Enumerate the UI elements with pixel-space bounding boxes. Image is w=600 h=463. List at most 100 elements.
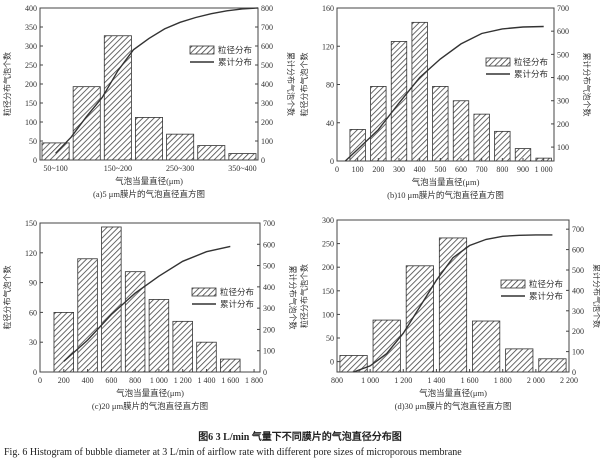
- y-axis-label: 粒径分布气泡个数: [299, 264, 309, 328]
- bar: [390, 41, 408, 162]
- bar: [196, 341, 217, 373]
- x-tick-label: 1 600: [221, 376, 239, 385]
- x-axis-label: 气泡当量直径(μm): [412, 177, 480, 187]
- y-right-tick-label: 0: [263, 368, 267, 377]
- bar: [172, 320, 193, 373]
- y-tick-label: 200: [25, 80, 37, 89]
- bar: [148, 299, 170, 373]
- y-tick-label: 160: [322, 4, 334, 13]
- x-tick-label: 350~400: [228, 164, 256, 173]
- chart-panel-d: 0 50 100 150 200 250 300 0 100 200 300 400 500 600 700…: [299, 216, 600, 411]
- x-axis-label: 气泡当量直径(μm): [115, 176, 183, 186]
- bar: [505, 348, 534, 373]
- figure: 0501001502002503003504000100200300400500…: [2, 4, 600, 411]
- y-tick-label: 0: [330, 157, 334, 166]
- y-right-tick-label: 200: [263, 325, 275, 334]
- x-tick-label: 800: [496, 165, 508, 174]
- x-tick-label: 100: [352, 165, 364, 174]
- y-right-tick-label: 200: [261, 118, 273, 127]
- y-right-tick-label: 0: [572, 368, 576, 377]
- legend-hatch-swatch: [500, 279, 526, 289]
- x-tick-label: 2 000: [527, 376, 545, 385]
- x-tick-label: 1 800: [494, 376, 512, 385]
- y-tick-label: 200: [322, 263, 334, 272]
- y-right-axis-label: 累计分布气泡个数: [286, 52, 296, 116]
- x-tick-label: 1 200: [394, 376, 412, 385]
- x-tick-label: 250~300: [166, 164, 194, 173]
- y-tick-label: 150: [322, 287, 334, 296]
- plot-frame: [336, 219, 570, 373]
- bar: [452, 100, 470, 162]
- bar: [77, 258, 98, 373]
- y-right-tick-label: 700: [263, 219, 275, 228]
- x-tick-label: 2 200: [560, 376, 578, 385]
- x-tick-label: 0: [335, 165, 339, 174]
- bar: [411, 21, 428, 162]
- bar: [438, 237, 468, 373]
- bar: [372, 319, 401, 373]
- y-tick-label: 30: [29, 338, 37, 347]
- legend-hatch-swatch: [485, 57, 511, 67]
- legend-label-cumulative: 累计分布: [220, 299, 254, 309]
- y-tick-label: 400: [25, 4, 37, 13]
- y-axis-label: 粒径分布气泡个数: [2, 266, 12, 330]
- y-right-axis-label: 累计分布气泡个数: [288, 266, 298, 330]
- y-tick-label: 100: [25, 118, 37, 127]
- y-tick-label: 40: [326, 119, 334, 128]
- y-tick-label: 0: [33, 368, 37, 377]
- x-tick-label: 50~100: [43, 164, 67, 173]
- y-tick-label: 0: [33, 156, 37, 165]
- bar: [166, 133, 195, 161]
- x-tick-label: 1 800: [245, 376, 263, 385]
- legend-label-histogram: 粒径分布: [514, 57, 548, 67]
- x-tick-label: 1 600: [461, 376, 479, 385]
- legend-label-cumulative: 累计分布: [218, 57, 252, 67]
- y-right-tick-label: 700: [557, 4, 569, 13]
- legend-label-cumulative: 累计分布: [529, 291, 563, 301]
- y-tick-label: 50: [326, 334, 334, 343]
- bar: [41, 142, 70, 161]
- legend-hatch-swatch: [191, 287, 217, 297]
- y-right-tick-label: 500: [572, 266, 584, 275]
- y-tick-label: 60: [29, 308, 37, 317]
- bar: [432, 86, 449, 162]
- legend-label-histogram: 粒径分布: [220, 287, 254, 297]
- x-tick-label: 800: [331, 376, 343, 385]
- y-tick-label: 350: [25, 23, 37, 32]
- y-right-tick-label: 500: [263, 262, 275, 271]
- legend-label-histogram: 粒径分布: [218, 45, 252, 55]
- y-tick-label: 50: [29, 137, 37, 146]
- legend-label-histogram: 粒径分布: [529, 279, 563, 289]
- y-tick-label: 300: [322, 216, 334, 225]
- bar: [228, 153, 257, 161]
- x-tick-label: 200: [372, 165, 384, 174]
- y-right-tick-label: 300: [557, 97, 569, 106]
- figure-caption-english: Fig. 6 Histogram of bubble diameter at 3…: [4, 447, 462, 458]
- bar: [405, 265, 434, 373]
- y-right-tick-label: 800: [261, 4, 273, 13]
- bar: [135, 117, 163, 161]
- x-tick-label: 600: [455, 165, 467, 174]
- y-right-tick-label: 600: [263, 240, 275, 249]
- panel-title: (d)30 μm膜片的气泡直径直方图: [395, 401, 512, 411]
- x-axis-label: 气泡当量直径(μm): [116, 388, 184, 398]
- y-tick-label: 100: [322, 310, 334, 319]
- cumulative-line: [55, 7, 259, 154]
- y-right-tick-label: 100: [263, 347, 275, 356]
- x-tick-label: 500: [434, 165, 446, 174]
- panel-title: (a)5 μm膜片的气泡直径直方图: [93, 189, 205, 199]
- x-tick-label: 300: [393, 165, 405, 174]
- x-tick-label: 1 000: [150, 376, 168, 385]
- bar: [472, 320, 501, 373]
- x-tick-label: 400: [414, 165, 426, 174]
- panel-title: (b)10 μm膜片的气泡直径直方图: [387, 190, 504, 200]
- y-right-tick-label: 0: [261, 156, 265, 165]
- bar: [339, 355, 368, 373]
- x-tick-label: 400: [82, 376, 94, 385]
- x-axis-label: 气泡当量直径(μm): [419, 388, 487, 398]
- bar: [72, 86, 101, 161]
- bar: [494, 130, 511, 162]
- x-tick-label: 200: [58, 376, 70, 385]
